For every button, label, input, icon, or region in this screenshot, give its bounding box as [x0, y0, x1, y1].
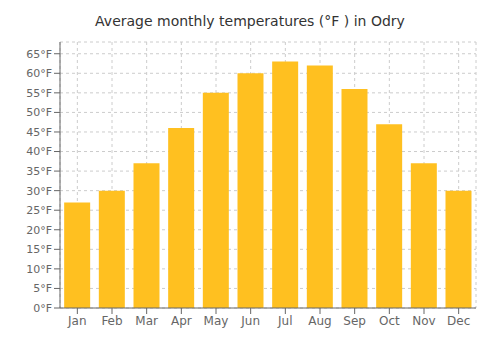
- svg-text:5°F: 5°F: [33, 282, 52, 295]
- svg-text:Oct: Oct: [379, 314, 400, 328]
- svg-text:20°F: 20°F: [26, 224, 52, 237]
- svg-text:65°F: 65°F: [26, 48, 52, 61]
- svg-text:Apr: Apr: [171, 314, 192, 328]
- svg-text:Nov: Nov: [412, 314, 435, 328]
- svg-text:Jun: Jun: [240, 314, 260, 328]
- html-text:Average monthly temperatures (: Average monthly temperatures (°F ) in Od…: [95, 13, 405, 29]
- svg-text:Feb: Feb: [101, 314, 122, 328]
- svg-text:0°F: 0°F: [33, 302, 52, 315]
- svg-text:35°F: 35°F: [26, 165, 52, 178]
- svg-text:60°F: 60°F: [26, 67, 52, 80]
- svg-text:Jan: Jan: [67, 314, 87, 328]
- svg-text:45°F: 45°F: [26, 126, 52, 139]
- svg-text:Aug: Aug: [308, 314, 331, 328]
- svg-text:55°F: 55°F: [26, 87, 52, 100]
- svg-text:Sep: Sep: [343, 314, 366, 328]
- svg-text:50°F: 50°F: [26, 106, 52, 119]
- svg-text:40°F: 40°F: [26, 145, 52, 158]
- svg-text:May: May: [204, 314, 229, 328]
- svg-text:Dec: Dec: [447, 314, 470, 328]
- svg-text:10°F: 10°F: [26, 263, 52, 276]
- svg-text:Mar: Mar: [135, 314, 158, 328]
- svg-text:25°F: 25°F: [26, 204, 52, 217]
- svg-text:30°F: 30°F: [26, 185, 52, 198]
- svg-text:15°F: 15°F: [26, 243, 52, 256]
- svg-text:Jul: Jul: [277, 314, 292, 328]
